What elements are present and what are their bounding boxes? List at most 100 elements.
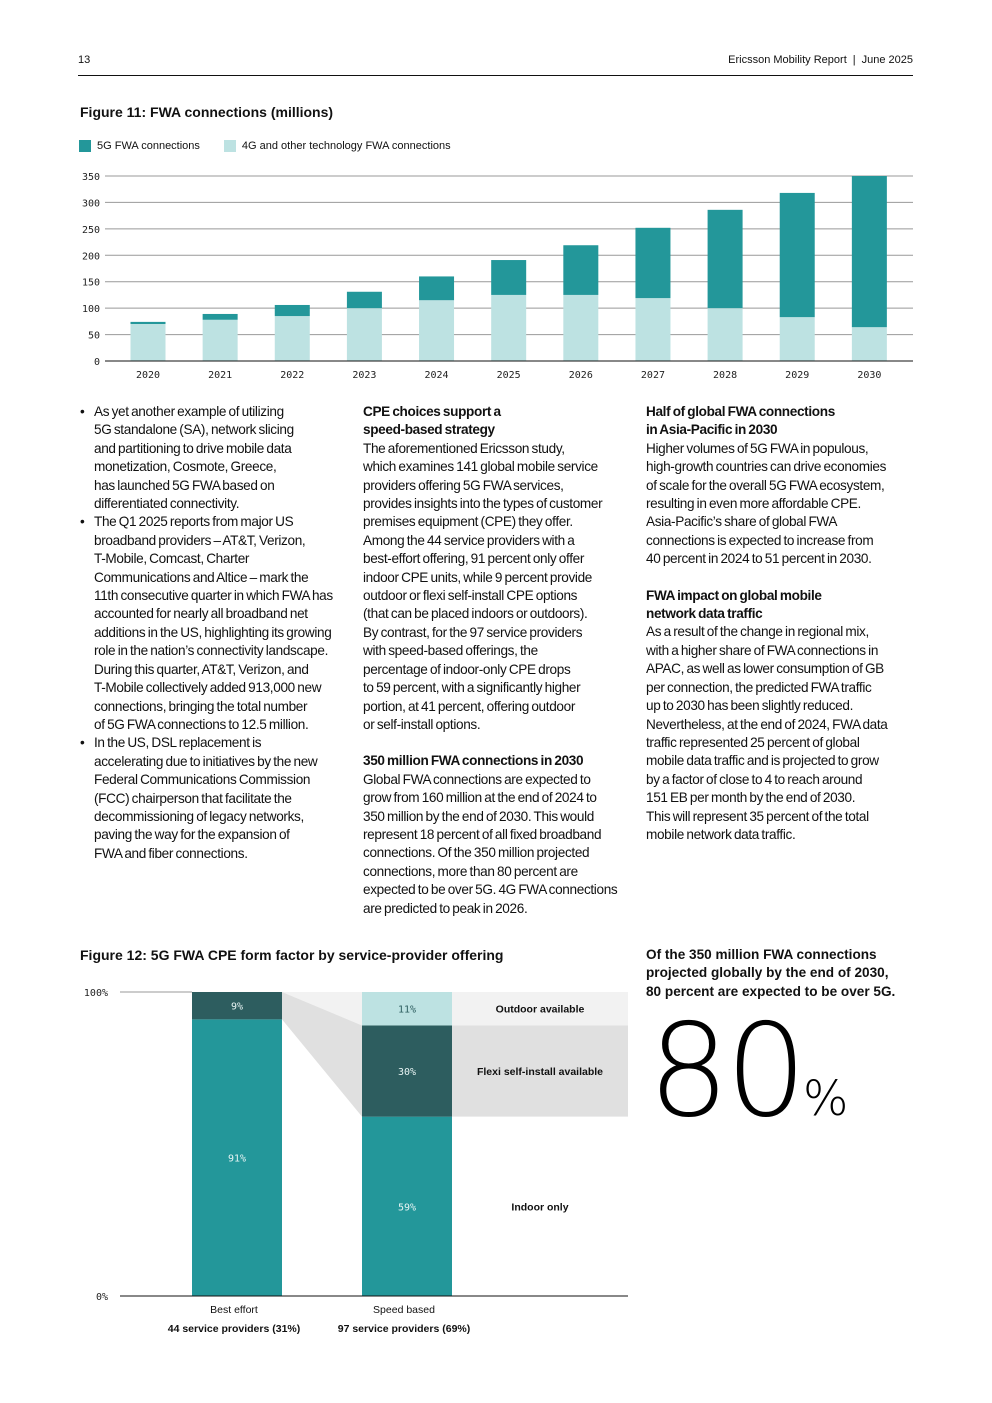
x-tick-label: 2020 xyxy=(136,370,160,381)
text-line: providers offering 5G FWA services, xyxy=(363,477,564,493)
text-line: by a factor of close to 4 to reach aroun… xyxy=(646,771,863,787)
text-line: with speed-based offerings, the xyxy=(363,643,538,659)
bar-value-label: 59% xyxy=(398,1202,416,1213)
paragraph: The aforementioned Ericsson study, which … xyxy=(363,440,633,735)
bar-segment xyxy=(202,319,238,361)
y-tick-label: 250 xyxy=(82,225,100,236)
section-heading: CPE choices support a speed-based strateg… xyxy=(363,403,633,440)
text-line: grow from 160 million at the end of 2024… xyxy=(363,790,597,806)
figure11-title: Figure 11: FWA connections (millions) xyxy=(80,104,334,120)
text-line: FWA impact on global mobile xyxy=(646,587,822,603)
text-line: network data traffic xyxy=(646,606,763,622)
text-line: 350 million FWA connections in 2030 xyxy=(363,753,584,769)
spacer xyxy=(363,734,633,752)
x-tick-label: 2030 xyxy=(857,370,881,381)
text-line: represent 18 percent of all fixed broadb… xyxy=(363,826,602,842)
bar-segment xyxy=(362,1025,452,1117)
text-line: connections, bringing the total number xyxy=(94,698,308,714)
text-line: During this quarter, AT&T, Verizon, and xyxy=(94,661,309,677)
y-tick-label: 100 xyxy=(82,304,100,315)
x-tick-label: 2029 xyxy=(785,370,809,381)
bar-segment xyxy=(707,209,743,309)
bar-segment xyxy=(563,294,599,361)
series-label: Indoor only xyxy=(511,1201,568,1213)
y-tick-label: 0% xyxy=(96,1292,108,1303)
text-line: T-Mobile, Comcast, Charter xyxy=(94,551,250,567)
text-line: monetization, Cosmote, Greece, xyxy=(94,459,277,475)
text-line: Half of global FWA connections xyxy=(646,404,835,419)
y-tick-label: 0 xyxy=(94,357,100,368)
bar-segment xyxy=(192,992,282,1020)
bar-segment xyxy=(635,298,671,361)
bar-segment xyxy=(635,227,671,299)
text-line: By contrast, for the 97 service provider… xyxy=(363,624,583,640)
text-line: 151 EB per month by the end of 2030. xyxy=(646,790,856,806)
bar-segment xyxy=(362,1116,452,1296)
x-tick-label: 2025 xyxy=(497,370,521,381)
big-number: 80 xyxy=(648,997,807,1146)
text-line: in Asia-Pacific in 2030 xyxy=(646,422,778,438)
section-heading: 350 million FWA connections in 2030 xyxy=(363,752,633,770)
bar-segment xyxy=(707,308,743,361)
header-rule xyxy=(78,75,913,76)
legend-swatch-5g xyxy=(79,140,91,152)
series-label: Flexi self-install available xyxy=(477,1066,603,1078)
bar-segment xyxy=(491,294,527,361)
text-line: outdoor or flexi self-install CPE option… xyxy=(363,588,578,604)
text-line: expected to be over 5G. 4G FWA connectio… xyxy=(363,882,618,898)
text-line: The Q1 2025 reports from major US xyxy=(94,514,294,530)
text-line: high-growth countries can drive economie… xyxy=(646,459,887,475)
text-line: has launched 5G FWA based on xyxy=(94,477,275,493)
bar-segment xyxy=(419,300,455,361)
text-line: speed-based strategy xyxy=(363,422,495,438)
text-line: up to 2030 has been slightly reduced. xyxy=(646,698,854,714)
bullet-item: As yet another example of utilizing 5G st… xyxy=(80,403,350,513)
legend-label-4g: 4G and other technology FWA connections xyxy=(241,140,451,152)
text-line: portion, at 41 percent, offering outdoor xyxy=(363,698,576,714)
bar-segment xyxy=(851,327,887,361)
callout-line: 80 percent are expected to be over 5G. xyxy=(646,983,896,999)
text-line: additions in the US, highlighting its gr… xyxy=(94,624,332,640)
y-tick-label: 350 xyxy=(82,172,100,183)
text-line: (FCC) chairperson that facilitate the xyxy=(94,790,292,806)
bar-segment xyxy=(362,992,452,1026)
text-line: In the US, DSL replacement is xyxy=(94,735,262,751)
x-tick-label: 2026 xyxy=(569,370,593,381)
text-column-2: CPE choices support a speed-based strateg… xyxy=(363,403,633,918)
x-tick-label: 2023 xyxy=(352,370,376,381)
bar-segment xyxy=(202,313,238,320)
text-line: FWA and fiber connections. xyxy=(94,845,248,861)
text-line: CPE choices support a xyxy=(363,404,501,419)
bullet-item: The Q1 2025 reports from major US broadba… xyxy=(80,513,350,734)
text-line: per connection, the predicted FWA traffi… xyxy=(646,679,872,695)
x-tick-label: 2024 xyxy=(424,370,448,381)
y-tick-label: 300 xyxy=(82,198,100,209)
text-line: to 59 percent, with a significantly high… xyxy=(363,680,581,696)
text-line: This will represent 35 percent of the to… xyxy=(646,808,869,824)
category-sublabel: 97 service providers (69%) xyxy=(338,1323,471,1335)
y-tick-label: 150 xyxy=(82,278,100,289)
category-label: Best effort xyxy=(210,1304,258,1316)
text-line: with a higher share of FWA connections i… xyxy=(646,642,879,658)
bar-segment xyxy=(346,291,382,309)
paragraph: Higher volumes of 5G FWA in populous, hig… xyxy=(646,440,916,569)
bar-segment xyxy=(779,192,815,318)
header-separator: | xyxy=(852,54,856,66)
text-line: indoor CPE units, while 9 percent provid… xyxy=(363,569,593,585)
text-line: which examines 141 global mobile service xyxy=(363,459,598,475)
series-label: Outdoor available xyxy=(496,1004,585,1016)
big-stat: 80% xyxy=(648,1008,848,1136)
text-line: Asia-Pacific’s share of global FWA xyxy=(646,514,838,530)
bar-segment xyxy=(419,276,455,301)
bar-segment xyxy=(346,308,382,361)
text-line: are predicted to peak in 2026. xyxy=(363,900,528,916)
text-line: traffic represented 25 percent of global xyxy=(646,734,860,750)
bar-value-label: 30% xyxy=(398,1067,416,1078)
bar-segment xyxy=(192,1019,282,1296)
figure11-legend: 5G FWA connections 4G and other technolo… xyxy=(79,140,451,152)
running-header: Ericsson Mobility Report | June 2025 xyxy=(728,54,913,66)
text-line: connections, more than 80 percent are xyxy=(363,863,578,879)
text-line: The aforementioned Ericsson study, xyxy=(363,440,565,456)
bar-segment xyxy=(130,321,166,324)
bar-value-label: 9% xyxy=(231,1002,243,1013)
